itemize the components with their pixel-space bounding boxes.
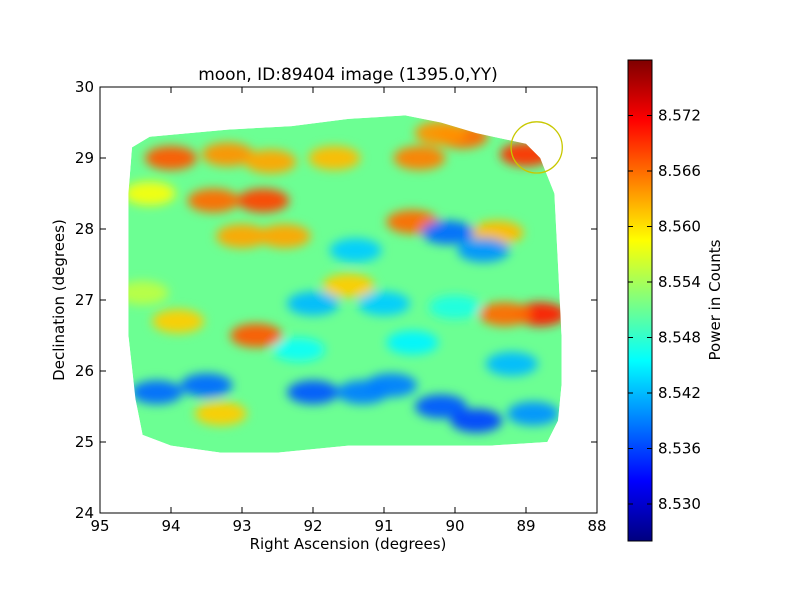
y-tick-label: 30 xyxy=(75,78,94,96)
colorbar xyxy=(627,59,653,542)
heatmap-feature xyxy=(478,302,531,327)
x-tick-label: 92 xyxy=(303,517,322,535)
x-tick-label: 95 xyxy=(90,517,109,535)
heatmap-feature xyxy=(244,149,297,174)
heatmap-feature xyxy=(322,273,375,298)
colorbar-tick-label: 8.572 xyxy=(658,107,701,125)
y-tick-label: 25 xyxy=(75,433,94,451)
x-tick-label: 89 xyxy=(516,517,535,535)
annotation-circle xyxy=(510,121,563,174)
y-axis-label: Declination (degrees) xyxy=(50,219,68,381)
heatmap-feature xyxy=(128,280,169,305)
heatmap-feature xyxy=(421,220,474,245)
y-tick-label: 28 xyxy=(75,220,94,238)
heatmap-feature xyxy=(201,142,254,167)
y-tick-label: 26 xyxy=(75,362,94,380)
heatmap-feature xyxy=(500,142,552,167)
x-tick-label: 91 xyxy=(374,517,393,535)
heatmap-feature xyxy=(393,146,446,170)
heatmap-feature xyxy=(287,291,339,316)
colorbar-ticks: 8.572 8.566 8.560 8.554 8.548 8.542 8.536 8.530 xyxy=(628,107,701,513)
heatmap-feature xyxy=(450,408,503,433)
colorbar-tick-label: 8.560 xyxy=(658,218,701,236)
heatmap-feature xyxy=(414,121,467,146)
heatmap-feature xyxy=(457,238,510,263)
x-tick-label: 90 xyxy=(445,517,464,535)
heatmap-feature xyxy=(308,146,361,170)
heatmap-feature xyxy=(216,224,268,249)
heatmap-feature xyxy=(272,337,325,362)
heatmap-feature xyxy=(194,401,247,426)
heatmap-feature xyxy=(329,238,382,263)
heatmap-feature xyxy=(258,224,311,249)
heatmap-feature xyxy=(485,351,538,376)
x-tick-label: 94 xyxy=(161,517,180,535)
heatmap-feature xyxy=(180,373,233,398)
heatmap-layer xyxy=(128,115,562,453)
heatmap-feature xyxy=(429,295,481,320)
y-tick-label: 29 xyxy=(75,149,94,167)
heatmap-feature xyxy=(187,188,240,213)
y-axis: 24 25 26 27 28 29 30 xyxy=(75,78,597,522)
x-tick-label: 88 xyxy=(587,517,606,535)
heatmap-feature xyxy=(358,291,410,316)
heatmap-feature xyxy=(287,380,339,405)
heatmap-feature xyxy=(365,373,418,398)
heatmap-feature xyxy=(230,323,283,348)
x-axis-label: Right Ascension (degrees) xyxy=(250,535,447,553)
heatmap-feature xyxy=(237,188,290,213)
colorbar-tick-label: 8.548 xyxy=(658,329,701,347)
x-tick-label: 93 xyxy=(232,517,251,535)
colorbar-label: Power in Counts xyxy=(706,239,724,360)
colorbar-tick-label: 8.542 xyxy=(658,384,701,402)
heatmap-feature xyxy=(386,330,439,355)
heatmap-feature xyxy=(145,146,197,170)
heatmap-feature xyxy=(128,181,176,206)
heatmap-feature xyxy=(414,394,467,419)
heatmap-feature xyxy=(507,401,560,426)
heatmap-feature xyxy=(130,380,183,405)
y-tick-label: 24 xyxy=(75,504,94,522)
colorbar-tick-label: 8.530 xyxy=(658,495,701,513)
chart-title: moon, ID:89404 image (1395.0,YY) xyxy=(198,65,498,85)
colorbar-tick-label: 8.566 xyxy=(658,162,701,180)
colorbar-tick-label: 8.536 xyxy=(658,440,701,458)
x-axis: 95 94 93 92 91 90 89 88 xyxy=(90,87,607,535)
colorbar-tick-label: 8.554 xyxy=(658,273,701,291)
y-tick-label: 27 xyxy=(75,291,94,309)
heatmap-feature xyxy=(152,309,205,334)
